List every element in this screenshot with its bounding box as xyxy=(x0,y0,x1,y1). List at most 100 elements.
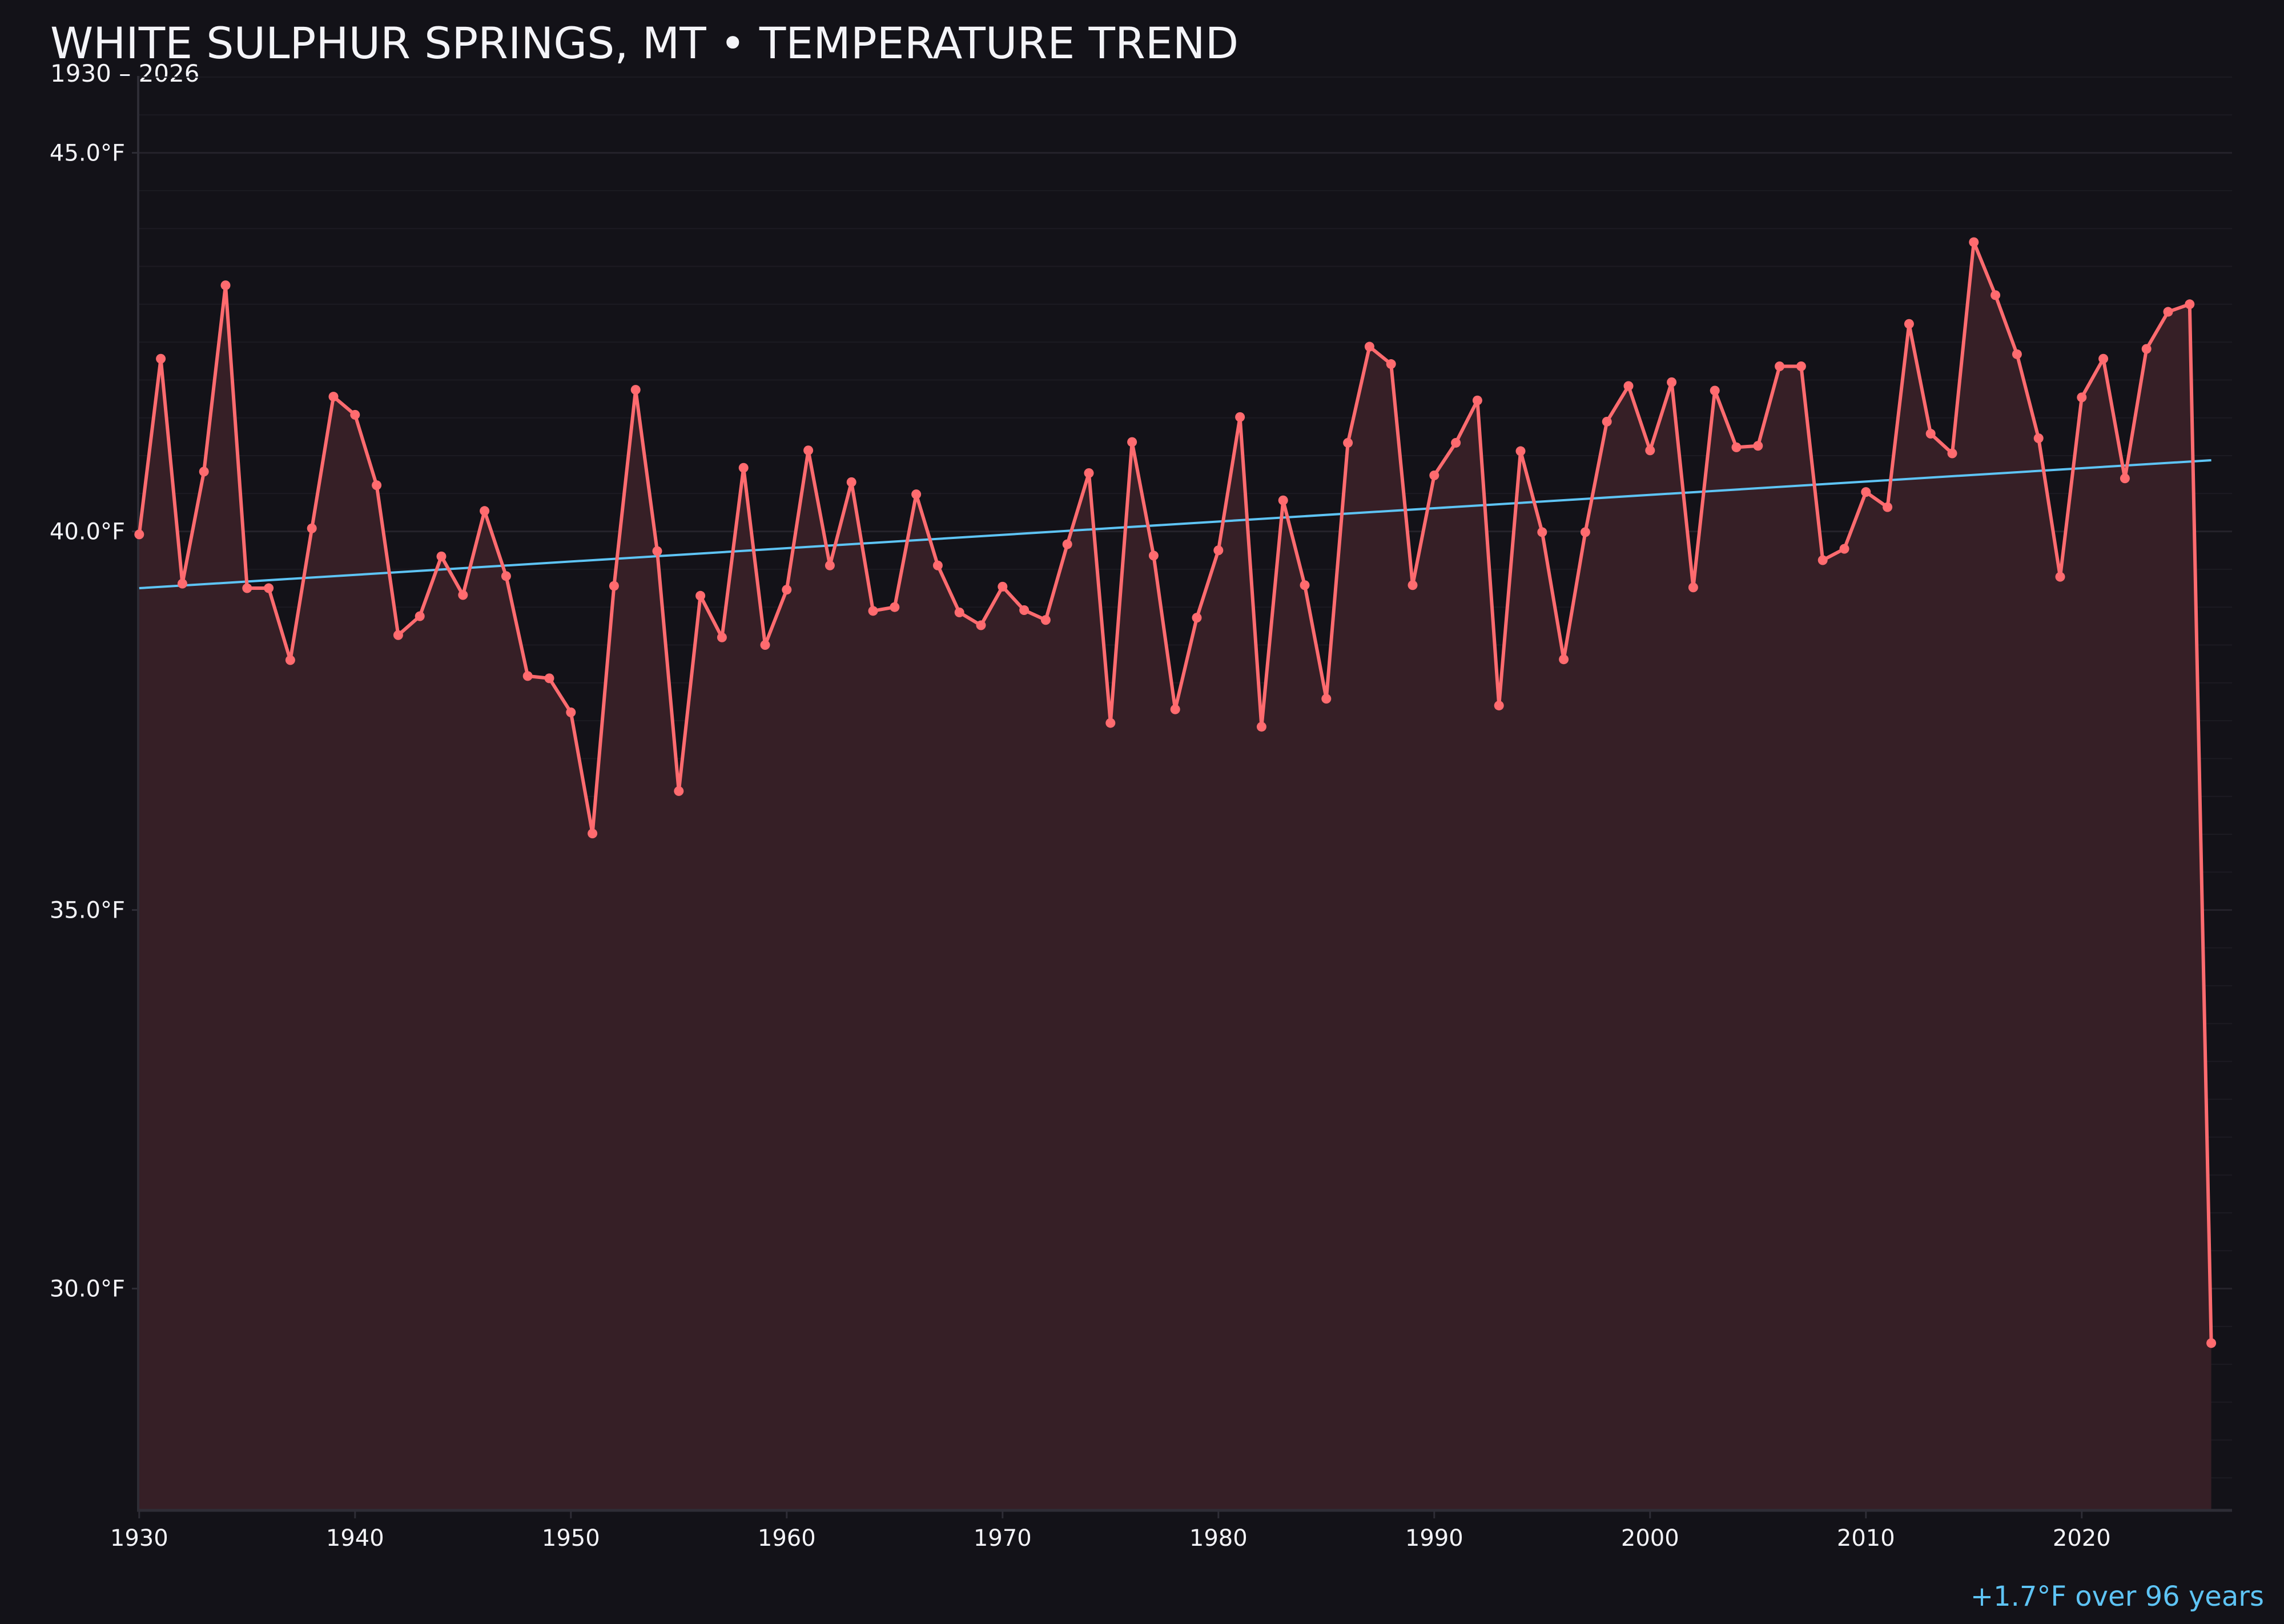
data-point xyxy=(1127,437,1137,447)
data-point xyxy=(372,480,382,491)
data-point xyxy=(588,829,598,839)
chart-title: WHITE SULPHUR SPRINGS, MT • TEMPERATURE … xyxy=(50,18,1238,69)
data-point xyxy=(2012,349,2022,359)
data-point xyxy=(911,489,922,500)
data-point xyxy=(1710,385,1720,396)
data-point xyxy=(695,590,706,601)
data-point xyxy=(652,546,662,556)
data-point xyxy=(307,523,317,533)
data-point xyxy=(1515,446,1526,456)
data-point xyxy=(1213,545,1224,556)
data-point xyxy=(1235,412,1245,422)
x-tick-label: 1930 xyxy=(110,1525,168,1551)
data-point xyxy=(2098,353,2109,364)
data-point-markers xyxy=(134,237,2217,1348)
data-point xyxy=(1040,615,1051,625)
data-point xyxy=(566,708,576,718)
data-point xyxy=(932,560,943,570)
data-point xyxy=(1148,550,1159,561)
x-tick-label: 1970 xyxy=(974,1525,1032,1551)
data-point xyxy=(825,560,835,570)
data-point xyxy=(1796,361,1806,372)
y-axis-ticks: 30.0°F 35.0°F 40.0°F 45.0°F xyxy=(50,140,139,1303)
x-tick-label: 1960 xyxy=(758,1525,816,1551)
x-tick-label: 2000 xyxy=(1621,1525,1679,1551)
x-tick-label: 1940 xyxy=(326,1525,384,1551)
data-point xyxy=(1688,582,1698,593)
y-tick-label: 35.0°F xyxy=(50,898,125,924)
data-point xyxy=(1300,580,1310,590)
data-point xyxy=(717,632,727,642)
data-point xyxy=(2141,344,2152,354)
data-point xyxy=(1170,704,1180,714)
data-point xyxy=(264,583,274,593)
data-point xyxy=(350,409,360,420)
data-point xyxy=(998,581,1008,592)
data-point xyxy=(522,671,533,681)
data-point xyxy=(1019,605,1030,616)
data-point xyxy=(1904,319,1914,329)
data-point xyxy=(1278,495,1288,505)
data-point xyxy=(2077,392,2087,403)
data-point xyxy=(1839,544,1849,554)
data-point xyxy=(846,477,856,487)
data-point xyxy=(1925,429,1936,439)
data-point xyxy=(1321,694,1332,704)
data-point xyxy=(782,585,792,595)
data-point xyxy=(285,655,295,665)
data-point xyxy=(868,606,878,616)
chart-subtitle: 1930 – 2026 xyxy=(50,59,199,87)
y-tick-label: 40.0°F xyxy=(50,519,125,545)
data-point xyxy=(1883,502,1893,512)
data-point xyxy=(2033,433,2044,444)
data-point xyxy=(1472,395,1482,405)
data-point xyxy=(890,602,900,612)
x-tick-label: 1950 xyxy=(542,1525,600,1551)
data-point xyxy=(1731,442,1742,452)
data-point xyxy=(976,620,986,630)
data-point xyxy=(760,640,770,650)
data-point xyxy=(199,467,209,477)
x-tick-label: 2020 xyxy=(2053,1525,2111,1551)
trend-summary-annotation: +1.7°F over 96 years xyxy=(1971,1581,2264,1613)
data-point xyxy=(1580,527,1590,537)
y-tick-label: 45.0°F xyxy=(50,140,125,167)
data-point xyxy=(242,583,252,593)
data-point xyxy=(1969,237,1979,247)
data-point xyxy=(1947,448,1957,459)
data-point xyxy=(1602,416,1612,427)
data-point xyxy=(1775,361,1785,372)
data-point xyxy=(1451,437,1461,448)
data-point xyxy=(1192,613,1202,623)
data-point xyxy=(1256,722,1266,732)
data-point xyxy=(674,786,684,796)
data-point xyxy=(2055,572,2065,582)
data-point xyxy=(2120,473,2130,484)
data-point xyxy=(1494,701,1504,711)
data-point xyxy=(738,463,749,473)
data-point xyxy=(1817,555,1828,565)
data-point xyxy=(393,630,403,640)
data-point xyxy=(803,445,814,456)
data-point xyxy=(1386,359,1396,369)
data-point xyxy=(1623,381,1634,391)
data-point xyxy=(1667,377,1677,387)
trend-line xyxy=(139,459,2211,590)
data-point xyxy=(220,280,231,291)
data-point xyxy=(954,607,964,617)
data-point xyxy=(1408,580,1418,590)
data-point xyxy=(1429,470,1439,480)
data-point xyxy=(436,551,447,561)
data-point xyxy=(134,529,144,540)
data-point xyxy=(1084,468,1094,478)
data-point xyxy=(2206,1338,2217,1348)
x-tick-label: 2010 xyxy=(1837,1525,1895,1551)
data-point xyxy=(1105,718,1116,728)
data-point xyxy=(328,392,339,402)
x-axis-ticks: 1930 1940 1950 1960 1970 1980 1990 2000 2010 2020 xyxy=(110,1512,2111,1551)
data-point xyxy=(1645,445,1655,456)
data-point xyxy=(415,611,425,621)
data-point xyxy=(458,590,468,600)
data-point xyxy=(630,385,641,395)
